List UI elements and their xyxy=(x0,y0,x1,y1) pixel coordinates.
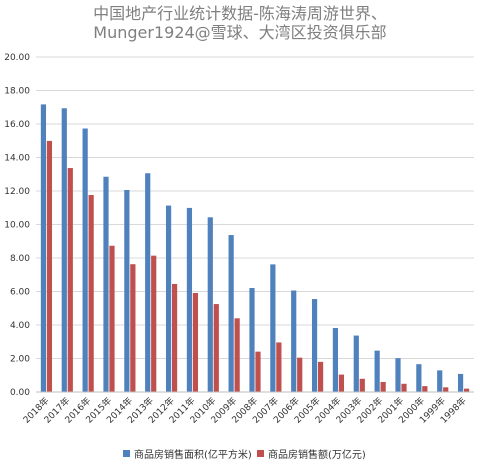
gridlines xyxy=(36,56,474,393)
y-axis-ticks: 0.00 2.00 4.00 6.00 8.00 10.00 12.00 14.00 16.00… xyxy=(4,53,30,398)
chart-title-line-2: Munger1924@雪球、大湾区投资俱乐部 xyxy=(93,23,386,42)
bar-area-2004年 xyxy=(332,328,339,392)
bar-sales-2003年 xyxy=(359,378,365,392)
bar-area-2000年 xyxy=(416,364,422,392)
bar-area-2015年 xyxy=(103,176,109,392)
legend-swatch-area xyxy=(123,450,130,457)
bar-sales-1999年 xyxy=(443,387,449,392)
bar-sales-2007年 xyxy=(276,342,282,392)
bar-sales-2018年 xyxy=(46,140,53,392)
bar-area-2002年 xyxy=(374,350,380,392)
bar-area-2007年 xyxy=(270,264,276,392)
y-tick-label: 14.00 xyxy=(4,154,30,164)
bar-sales-2006年 xyxy=(297,357,303,392)
bar-sales-2014年 xyxy=(130,264,136,392)
y-tick-label: 18.00 xyxy=(4,87,30,97)
bar-area-2013年 xyxy=(145,173,151,392)
y-tick-label: 6.00 xyxy=(10,288,30,298)
bar-area-2012年 xyxy=(165,205,172,392)
bar-area-2016年 xyxy=(82,128,88,392)
x-axis-ticks: 2018年2017年2016年2015年2014年2013年2012年2011年… xyxy=(21,395,469,426)
y-tick-label: 16.00 xyxy=(4,120,30,130)
y-tick-label: 4.00 xyxy=(10,321,30,331)
legend-swatch-sales xyxy=(257,450,264,457)
bar-area-2014年 xyxy=(124,189,130,392)
y-tick-label: 0.00 xyxy=(10,388,30,398)
bar-area-2008年 xyxy=(249,287,255,392)
bar-area-2009年 xyxy=(228,235,234,392)
legend: 商品房销售面积(亿平方米) 商品房销售额(万亿元) xyxy=(123,448,366,461)
bar-area-2001年 xyxy=(395,358,401,392)
bar-area-2005年 xyxy=(311,299,318,392)
bar-sales-2001年 xyxy=(401,383,407,392)
bar-sales-2009年 xyxy=(234,318,240,392)
bar-sales-2017年 xyxy=(67,168,73,392)
bar-sales-1998年 xyxy=(463,388,470,392)
y-tick-label: 8.00 xyxy=(10,254,30,264)
y-tick-label: 12.00 xyxy=(4,187,30,197)
bar-area-2010年 xyxy=(207,217,213,392)
bar-area-1998年 xyxy=(457,373,464,392)
bar-sales-2010年 xyxy=(213,304,219,392)
bar-sales-2012年 xyxy=(171,283,178,392)
chart-title-line-1: 中国地产行业统计数据-陈海涛周游世界、 xyxy=(93,4,387,23)
bar-sales-2015年 xyxy=(109,245,115,392)
bar-sales-2004年 xyxy=(338,374,345,392)
bar-area-2003年 xyxy=(353,335,359,392)
bar-area-2018年 xyxy=(40,104,47,392)
bar-sales-2000年 xyxy=(422,386,428,392)
y-tick-label: 10.00 xyxy=(4,221,30,231)
bar-sales-2002年 xyxy=(380,381,386,392)
legend-label-sales: 商品房销售额(万亿元) xyxy=(268,448,366,461)
bar-area-2006年 xyxy=(291,290,297,392)
y-tick-label: 2.00 xyxy=(10,355,30,365)
bar-area-1999年 xyxy=(437,370,443,392)
bar-area-2017年 xyxy=(61,108,67,392)
bar-sales-2005年 xyxy=(317,361,324,392)
bar-sales-2016年 xyxy=(88,195,94,392)
legend-label-area: 商品房销售面积(亿平方米) xyxy=(134,448,252,461)
bar-sales-2013年 xyxy=(151,255,157,392)
bar-sales-2011年 xyxy=(192,293,199,392)
bar-sales-2008年 xyxy=(255,351,261,392)
bar-area-2011年 xyxy=(186,207,193,392)
y-tick-label: 20.00 xyxy=(4,53,30,63)
bars xyxy=(40,104,470,392)
